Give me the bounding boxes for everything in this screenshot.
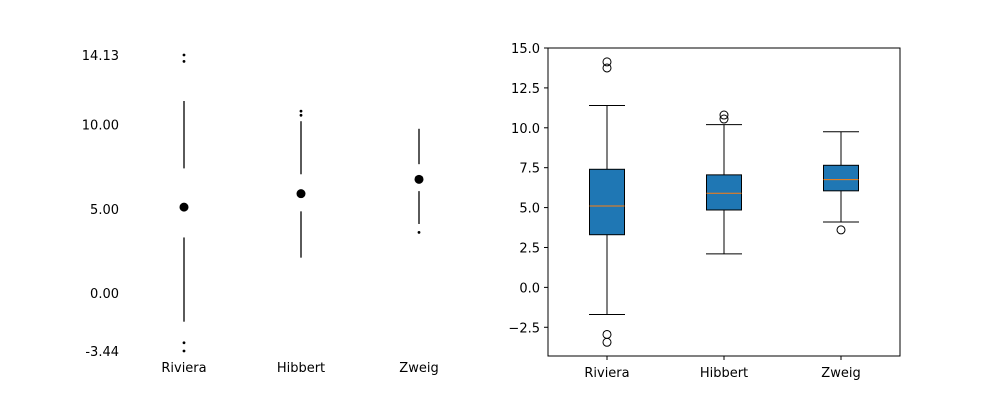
y-tick-label: 0.0 (519, 281, 540, 296)
outlier-point (719, 114, 729, 124)
x-tick-label: Hibbert (277, 361, 325, 376)
outlier-point (719, 110, 729, 120)
x-tick-label: Riviera (161, 361, 206, 376)
y-tick-label: 5.00 (90, 203, 119, 218)
tufte-boxplot-chart: -3.44 0.00 5.00 10.00 14.13 Riviera Hibbert Zwe… (82, 49, 439, 376)
iqr-box (589, 168, 625, 236)
boxplot-chart: −2.5 0.0 2.5 5.0 7.5 10.0 12.5 15.0 Riviera Hibbe… (508, 42, 901, 381)
median-dot (296, 189, 306, 199)
y-tick-label: 0.00 (90, 287, 119, 302)
outlier-point (182, 60, 186, 63)
outlier-point (182, 53, 186, 57)
outlier-point (836, 225, 846, 235)
outlier-point (182, 349, 186, 353)
y-tick-label: 12.5 (511, 82, 540, 97)
x-tick-label: Hibbert (700, 366, 748, 381)
x-tick-label: Riviera (584, 366, 629, 381)
outlier-point (299, 113, 303, 117)
outlier-point (299, 109, 303, 113)
outlier-point (602, 63, 612, 73)
median-dot (179, 202, 189, 212)
y-tick-label: −2.5 (508, 321, 540, 336)
y-tick-label: 10.00 (82, 119, 119, 134)
outlier-point (602, 57, 612, 67)
y-tick-label: 2.5 (519, 241, 540, 256)
x-tick-label: Zweig (399, 361, 438, 376)
x-tick-label: Zweig (821, 366, 860, 381)
outlier-point (417, 230, 421, 234)
y-tick-label: -3.44 (85, 345, 119, 360)
outlier-point (602, 337, 612, 347)
iqr-box (706, 174, 742, 211)
iqr-box (823, 164, 859, 192)
outlier-point (182, 341, 186, 345)
y-tick-label: 7.5 (519, 162, 540, 177)
y-tick-label: 10.0 (511, 122, 540, 137)
y-tick-label: 14.13 (82, 49, 119, 64)
median-dot (414, 174, 424, 184)
y-tick-label: 5.0 (519, 202, 540, 217)
y-tick-label: 15.0 (511, 42, 540, 57)
outlier-point (602, 329, 612, 339)
